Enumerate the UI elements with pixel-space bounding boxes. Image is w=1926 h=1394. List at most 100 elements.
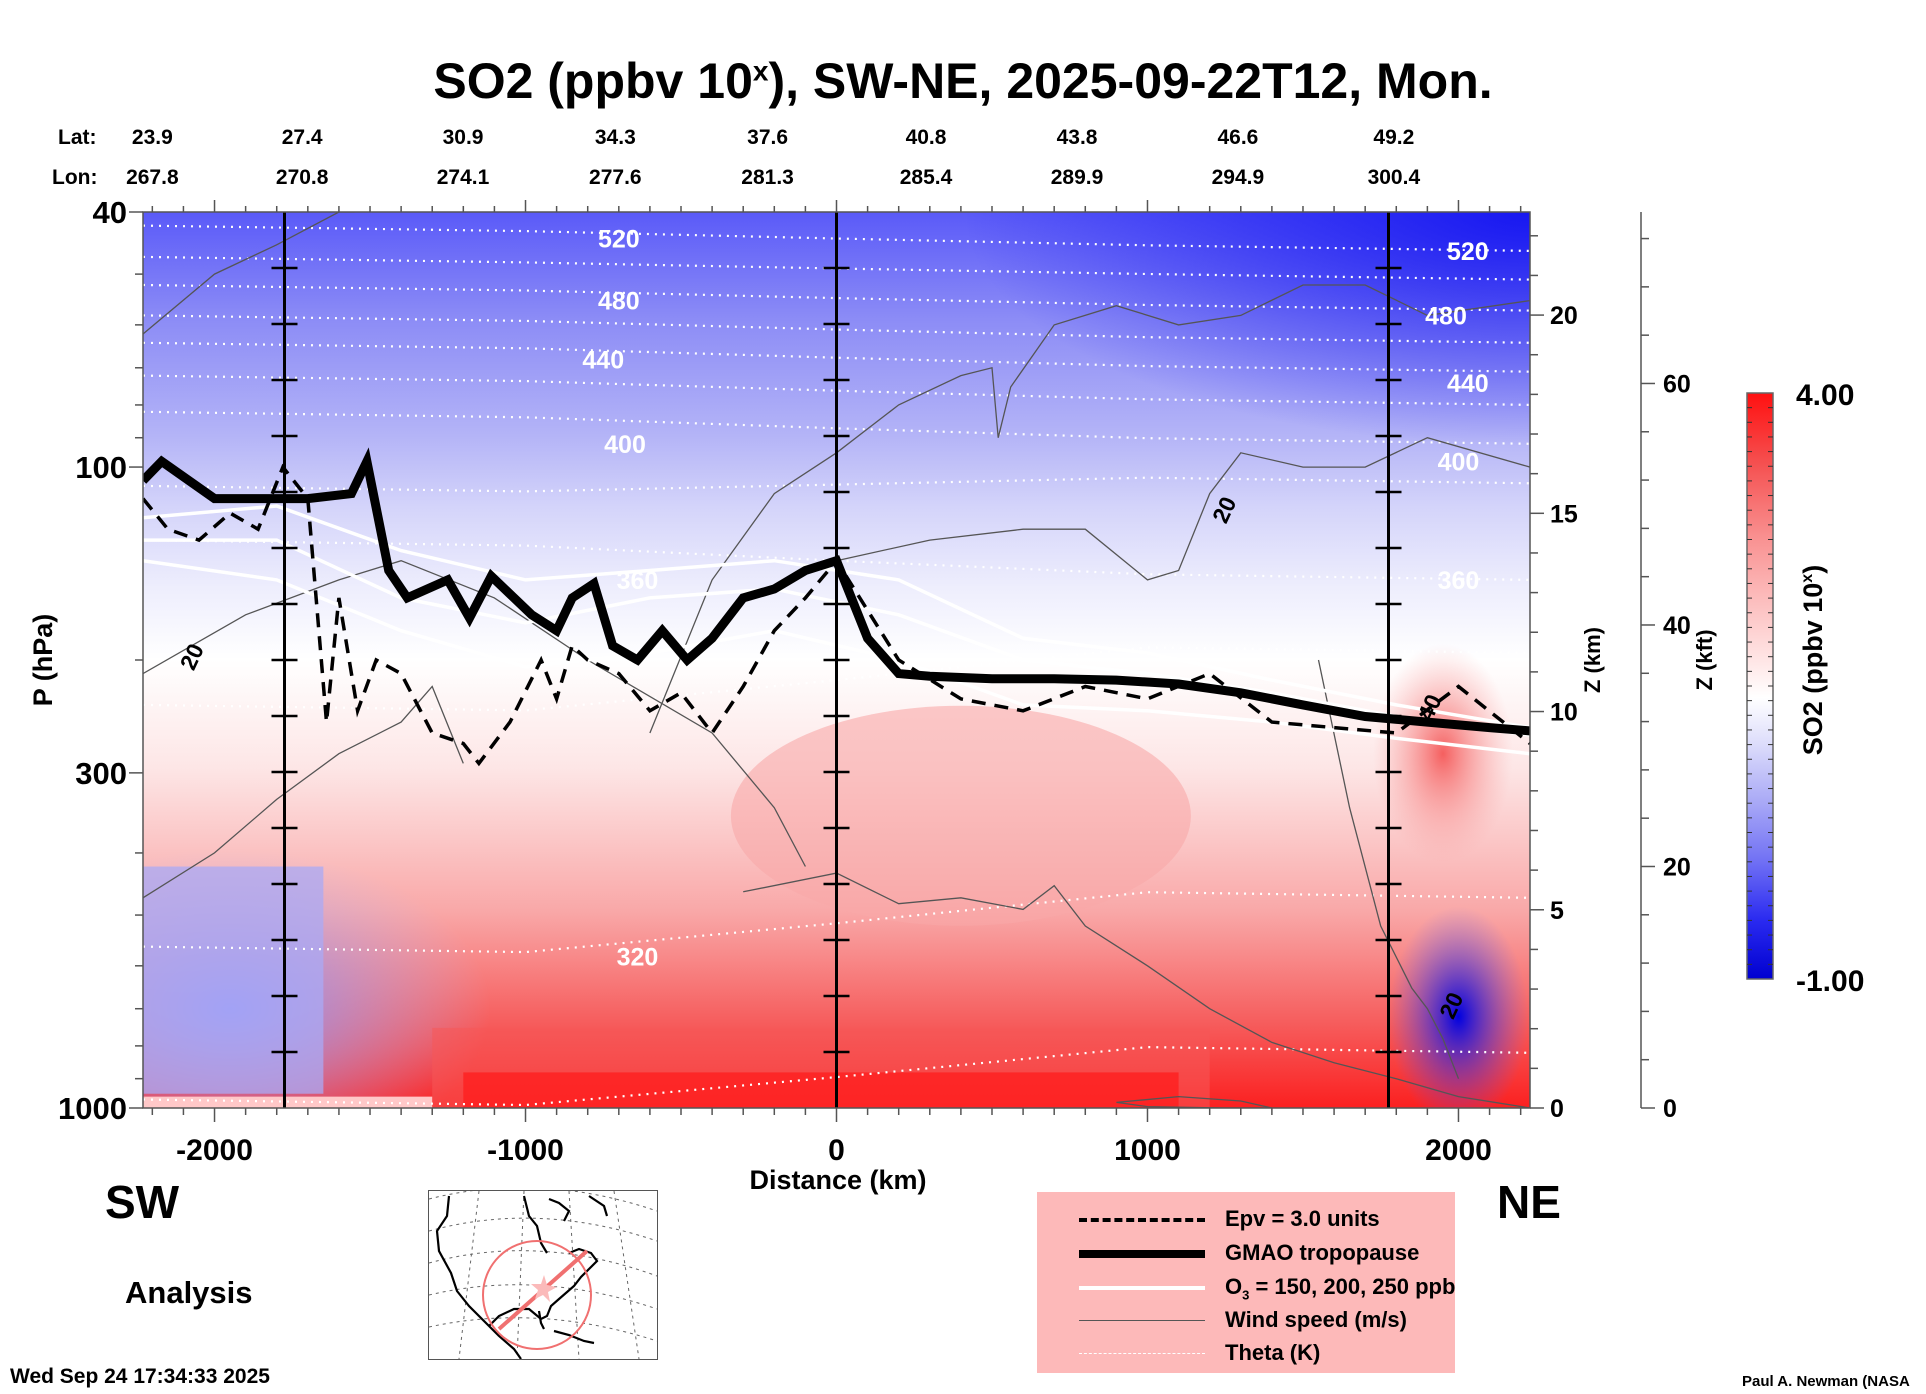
lat-label: Lat: [58,126,97,149]
lat-value: 34.3 [594,126,636,149]
legend-swatch-thick [1079,1250,1205,1258]
legend-swatch-dashed [1079,1218,1205,1222]
wind-contour [649,284,1530,734]
map-center-star-icon [531,1275,557,1302]
theta-label: 360 [1438,567,1480,595]
lon-label: Lon: [52,166,98,189]
theta-label: 480 [598,288,640,316]
epv-contour [143,463,1530,767]
wind-contour [836,437,1530,581]
theta-label: 360 [617,567,659,595]
field-red-surface [463,1072,1179,1108]
direction-ne: NE [1497,1176,1561,1228]
direction-sw: SW [105,1176,180,1228]
legend: Epv = 3.0 units GMAO tropopause O3 = 150… [1037,1192,1455,1373]
lon-value: 267.8 [126,166,179,189]
lat-value: 40.8 [905,126,947,149]
colorbar-label-close: ) [1798,565,1828,574]
x-tick-label: -1000 [487,1134,564,1167]
credit: Paul A. Newman (NASA [1742,1373,1910,1390]
legend-label: GMAO tropopause [1225,1240,1420,1265]
legend-item-tropopause: GMAO tropopause [1037,1238,1455,1272]
epv-contour [143,463,1530,767]
lat-value: 43.8 [1056,126,1098,149]
map-graticule [429,1191,657,1359]
colorbar: 4.00 -1.00 SO2 (ppbv 10x) [1746,379,1864,998]
theta-label: 480 [1425,302,1467,330]
zkm-tick-label: 10 [1550,699,1578,727]
legend-item-wind: Wind speed (m/s) [1037,1305,1455,1339]
lon-value: 300.4 [1367,166,1421,189]
lon-value: 289.9 [1050,166,1104,189]
theta-label: 520 [598,226,640,254]
legend-item-epv: Epv = 3.0 units [1037,1204,1455,1238]
theta-label: 440 [1447,370,1489,398]
legend-label: Epv = 3.0 units [1225,1206,1380,1231]
theta-label: 320 [617,943,659,971]
so2-field [143,212,1530,1108]
y-tick-label: 300 [75,756,127,791]
y-axis-label: P (hPa) [28,614,58,707]
field-red-ne [1372,643,1513,864]
colorbar-min-label: -1.00 [1796,965,1864,998]
legend-item-ozone: O3 = 150, 200, 250 ppb [1037,1272,1455,1306]
zkm-axis-label: Z (km) [1580,627,1605,693]
x-tick-label: 0 [828,1134,845,1167]
y-tick-label: 1000 [58,1091,127,1126]
lon-value: 270.8 [275,166,329,189]
zkft-tick-label: 40 [1663,612,1691,640]
y-tick-label: 100 [75,450,127,485]
lat-value: 23.9 [131,126,173,149]
x-tick-label: -2000 [176,1134,253,1167]
theta-label: 400 [1438,448,1480,476]
legend-label: Theta (K) [1225,1340,1321,1365]
lat-value: 30.9 [442,126,484,149]
lat-value: 37.6 [747,126,789,149]
field-blue-top-right [900,212,1530,472]
timestamp: Wed Sep 24 17:34:33 2025 [10,1365,270,1388]
tropopause-line [143,447,1530,736]
legend-item-theta: Theta (K) [1037,1338,1455,1372]
zkft-axis-label: Z (kft) [1692,629,1717,690]
colorbar-max-label: 4.00 [1796,379,1854,412]
map-coastlines [435,1195,609,1359]
legend-swatch-white [1079,1286,1205,1290]
lat-value: 46.6 [1217,126,1259,149]
zkft-tick-label: 60 [1663,370,1691,398]
x-tick-label: 2000 [1425,1134,1492,1167]
chart-title: SO2 (ppbv 10x), SW-NE, 2025-09-22T12, Mo… [433,53,1493,109]
inset-map [428,1190,658,1360]
field-blue-ne [1388,906,1529,1108]
theta-label: 520 [1447,238,1489,266]
analysis-label: Analysis [125,1275,253,1310]
theta-label: 400 [604,431,646,459]
field-red-mid [730,705,1191,926]
zkm-tick-label: 5 [1550,897,1564,925]
field-blue-sw-core [143,866,324,1094]
wind-contour [1317,659,1460,1079]
zkft-tick-label: 20 [1663,853,1691,881]
wind-contour [1116,1095,1273,1108]
lat-value: 49.2 [1373,126,1415,149]
colorbar-label-sup: x [1799,574,1816,583]
map-range-circle [482,1240,592,1350]
vertical-markers [271,212,1402,1108]
wind-contour [143,685,464,899]
zkft-tick-label: 0 [1663,1095,1677,1123]
lon-value: 285.4 [899,166,953,189]
zkm-tick-label: 15 [1550,500,1578,528]
legend-swatch-thin [1079,1320,1205,1321]
wind-contour [743,872,1530,1108]
legend-label: O3 = 150, 200, 250 ppb [1225,1274,1456,1303]
y-tick-label: 40 [93,195,127,230]
lon-value: 294.9 [1211,166,1265,189]
legend-label: Wind speed (m/s) [1225,1307,1407,1332]
x-tick-label: 1000 [1114,1134,1181,1167]
legend-swatch-dotted [1079,1353,1205,1354]
colorbar-label: SO2 (ppbv 10x) [1798,565,1828,755]
lon-value: 274.1 [436,166,490,189]
theta-label: 440 [582,347,624,375]
zkm-tick-label: 0 [1550,1095,1564,1123]
